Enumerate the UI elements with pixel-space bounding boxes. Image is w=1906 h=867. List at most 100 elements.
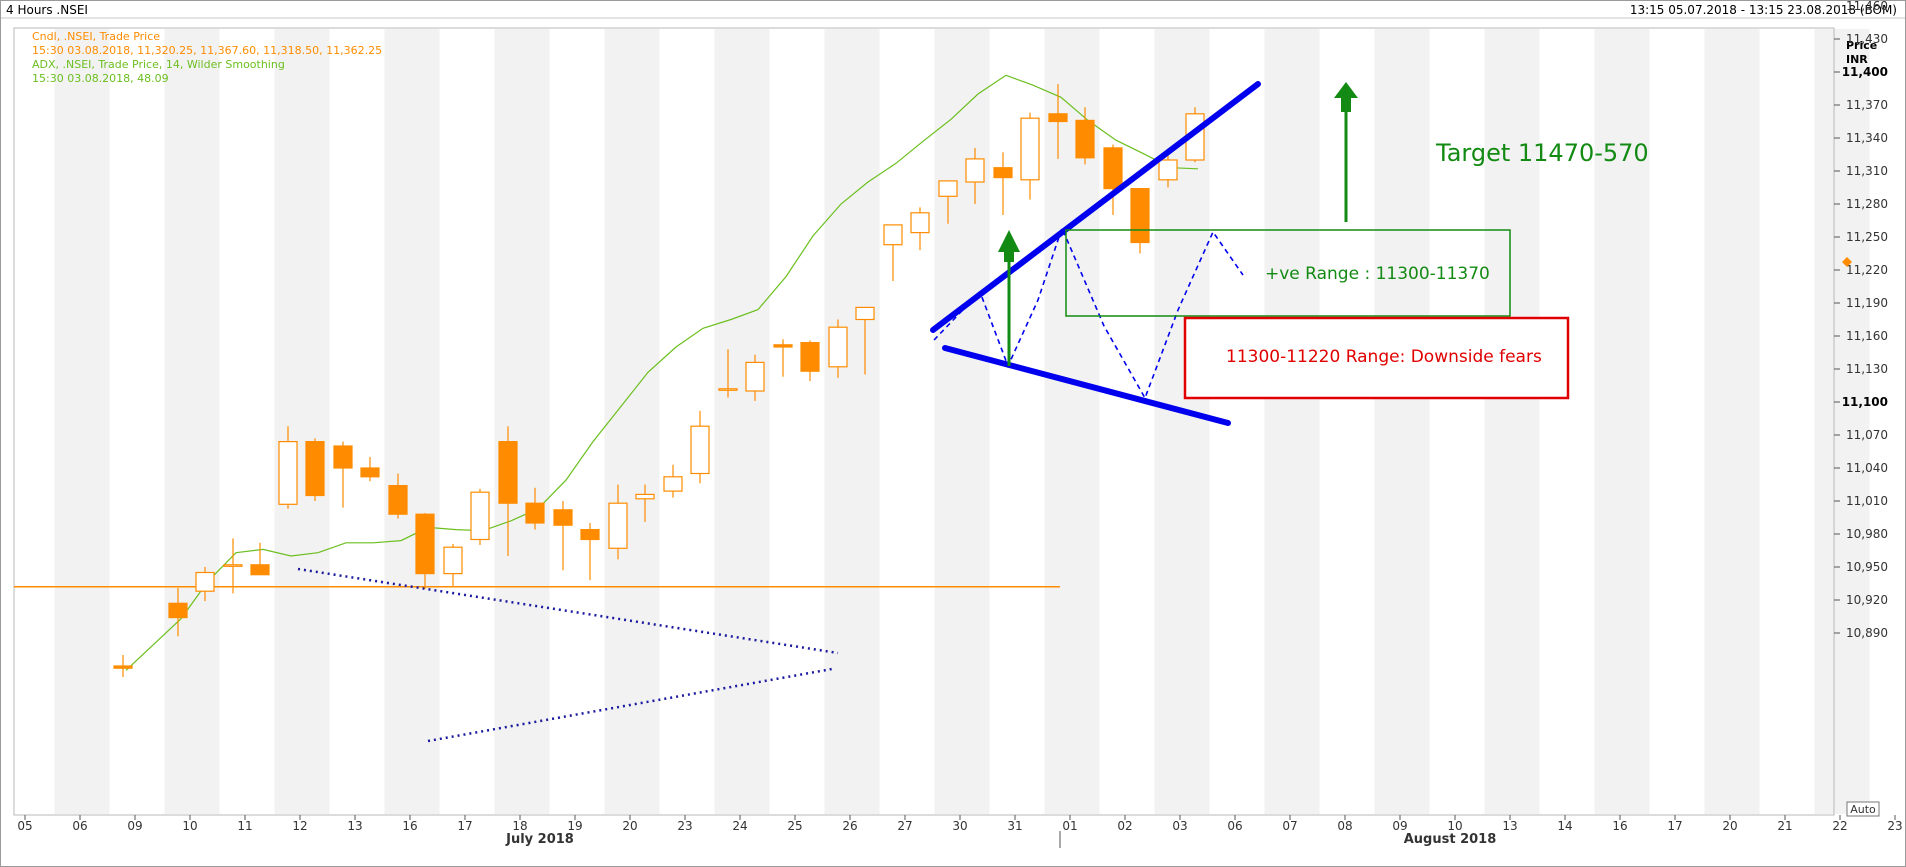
month-label-august: August 2018 bbox=[1404, 832, 1497, 847]
weekday-band bbox=[274, 29, 330, 814]
weekday-band bbox=[1484, 29, 1540, 814]
up-arrow-large-body bbox=[1341, 97, 1351, 112]
x-tick-label: 10 bbox=[182, 819, 197, 833]
candle-body bbox=[443, 546, 463, 575]
last-price-marker bbox=[1842, 257, 1852, 267]
candle-body bbox=[635, 493, 655, 500]
downside-range-box bbox=[1183, 316, 1570, 400]
y-tick-label: 10,980 bbox=[1846, 527, 1888, 541]
weekday-band bbox=[1264, 29, 1320, 814]
channel-upper-line bbox=[930, 81, 1261, 333]
chart-title: 4 Hours .NSEI bbox=[6, 3, 88, 17]
y-tick-label: 11,310 bbox=[1846, 164, 1888, 178]
legend-cndl-values: 15:30 03.08.2018, 11,320.25, 11,367.60, … bbox=[32, 44, 382, 57]
candle-body bbox=[938, 180, 958, 197]
candle-body bbox=[278, 441, 298, 505]
weekday-band bbox=[1704, 29, 1760, 814]
y-tick-label: 11,190 bbox=[1846, 296, 1888, 310]
x-tick-label: 20 bbox=[622, 819, 637, 833]
y-tick-label: 11,430 bbox=[1846, 32, 1888, 46]
x-tick-label: 25 bbox=[787, 819, 802, 833]
auto-scale-button[interactable] bbox=[1846, 801, 1880, 817]
candle-body bbox=[910, 212, 930, 234]
candle-body bbox=[305, 441, 325, 497]
x-tick-label: 03 bbox=[1172, 819, 1187, 833]
weekday-band bbox=[824, 29, 880, 814]
x-tick-label: 11 bbox=[237, 819, 252, 833]
candle-body bbox=[333, 445, 353, 469]
candle-body bbox=[1130, 188, 1150, 244]
x-tick-label: 19 bbox=[567, 819, 582, 833]
positive-range-label: +ve Range : 11300-11370 bbox=[1265, 264, 1490, 284]
candle-body bbox=[250, 564, 270, 576]
weekday-band bbox=[604, 29, 660, 814]
candle-body bbox=[1158, 159, 1178, 181]
x-tick-label: 02 bbox=[1117, 819, 1132, 833]
candle-body bbox=[745, 361, 765, 392]
candle-body bbox=[1075, 119, 1095, 159]
x-tick-label: 18 bbox=[512, 819, 527, 833]
y-tick-label: 11,340 bbox=[1846, 131, 1888, 145]
y-tick-label: 11,040 bbox=[1846, 461, 1888, 475]
triangle-lower-dotted-line bbox=[427, 667, 833, 743]
weekday-band bbox=[934, 29, 990, 814]
up-arrow-small-icon bbox=[998, 230, 1020, 252]
y-tick-label: 10,890 bbox=[1846, 626, 1888, 640]
x-tick-label: 09 bbox=[1392, 819, 1407, 833]
candle-body bbox=[195, 571, 215, 592]
weekday-band bbox=[1374, 29, 1430, 814]
x-tick-label: 05 bbox=[17, 819, 32, 833]
candle-body bbox=[773, 344, 793, 348]
x-tick-label: 12 bbox=[292, 819, 307, 833]
up-arrow-large-icon bbox=[1334, 82, 1358, 98]
month-label-july: July 2018 bbox=[505, 832, 574, 847]
y-tick-label: 11,070 bbox=[1846, 428, 1888, 442]
candle-body bbox=[855, 306, 875, 321]
x-tick-label: 22 bbox=[1832, 819, 1847, 833]
candle-body bbox=[690, 425, 710, 475]
candle-body bbox=[718, 388, 738, 391]
weekday-band bbox=[54, 29, 110, 814]
candle-body bbox=[580, 528, 600, 541]
y-tick-label: 11,250 bbox=[1846, 230, 1888, 244]
y-tick-label: 11,160 bbox=[1846, 329, 1888, 343]
x-tick-label: 24 bbox=[732, 819, 747, 833]
y-axis-ticks: 10,890 10,920 10,950 10,980 11,010 11,040 11,0… bbox=[1834, 0, 1888, 640]
candle-body bbox=[113, 665, 133, 669]
candle-body bbox=[415, 513, 435, 575]
weekday-band bbox=[1594, 29, 1650, 814]
y-tick-label: 10,920 bbox=[1846, 593, 1888, 607]
candle-body bbox=[663, 476, 683, 492]
x-tick-label: 16 bbox=[402, 819, 417, 833]
x-tick-label: 13 bbox=[347, 819, 362, 833]
candle-body bbox=[800, 342, 820, 372]
x-tick-label: 26 bbox=[842, 819, 857, 833]
candle-body bbox=[525, 502, 545, 524]
candle-body bbox=[1103, 147, 1123, 190]
legend-cndl-title: Cndl, .NSEI, Trade Price bbox=[32, 30, 160, 43]
candle-body bbox=[168, 602, 188, 619]
y-tick-label: 11,460 bbox=[1846, 0, 1888, 13]
downside-range-label: 11300-11220 Range: Downside fears bbox=[1226, 347, 1542, 367]
candle-body bbox=[993, 167, 1013, 179]
x-tick-label: 21 bbox=[1777, 819, 1792, 833]
y-tick-label: 11,100 bbox=[1842, 395, 1888, 409]
x-tick-label: 31 bbox=[1007, 819, 1022, 833]
x-tick-label: 30 bbox=[952, 819, 967, 833]
x-tick-label: 27 bbox=[897, 819, 912, 833]
triangle-upper-dotted-line bbox=[297, 567, 839, 655]
x-tick-label: 23 bbox=[677, 819, 692, 833]
x-tick-label: 20 bbox=[1722, 819, 1737, 833]
adx-line bbox=[125, 74, 1199, 671]
weekday-bands bbox=[54, 29, 1870, 814]
weekday-band bbox=[714, 29, 770, 814]
x-tick-label: 23 bbox=[1887, 819, 1902, 833]
weekday-band bbox=[1044, 29, 1100, 814]
plot-area bbox=[13, 27, 1835, 816]
candle-body bbox=[608, 502, 628, 549]
candle-body bbox=[388, 485, 408, 515]
up-arrow-small-body bbox=[1004, 244, 1014, 262]
x-tick-label: 07 bbox=[1282, 819, 1297, 833]
